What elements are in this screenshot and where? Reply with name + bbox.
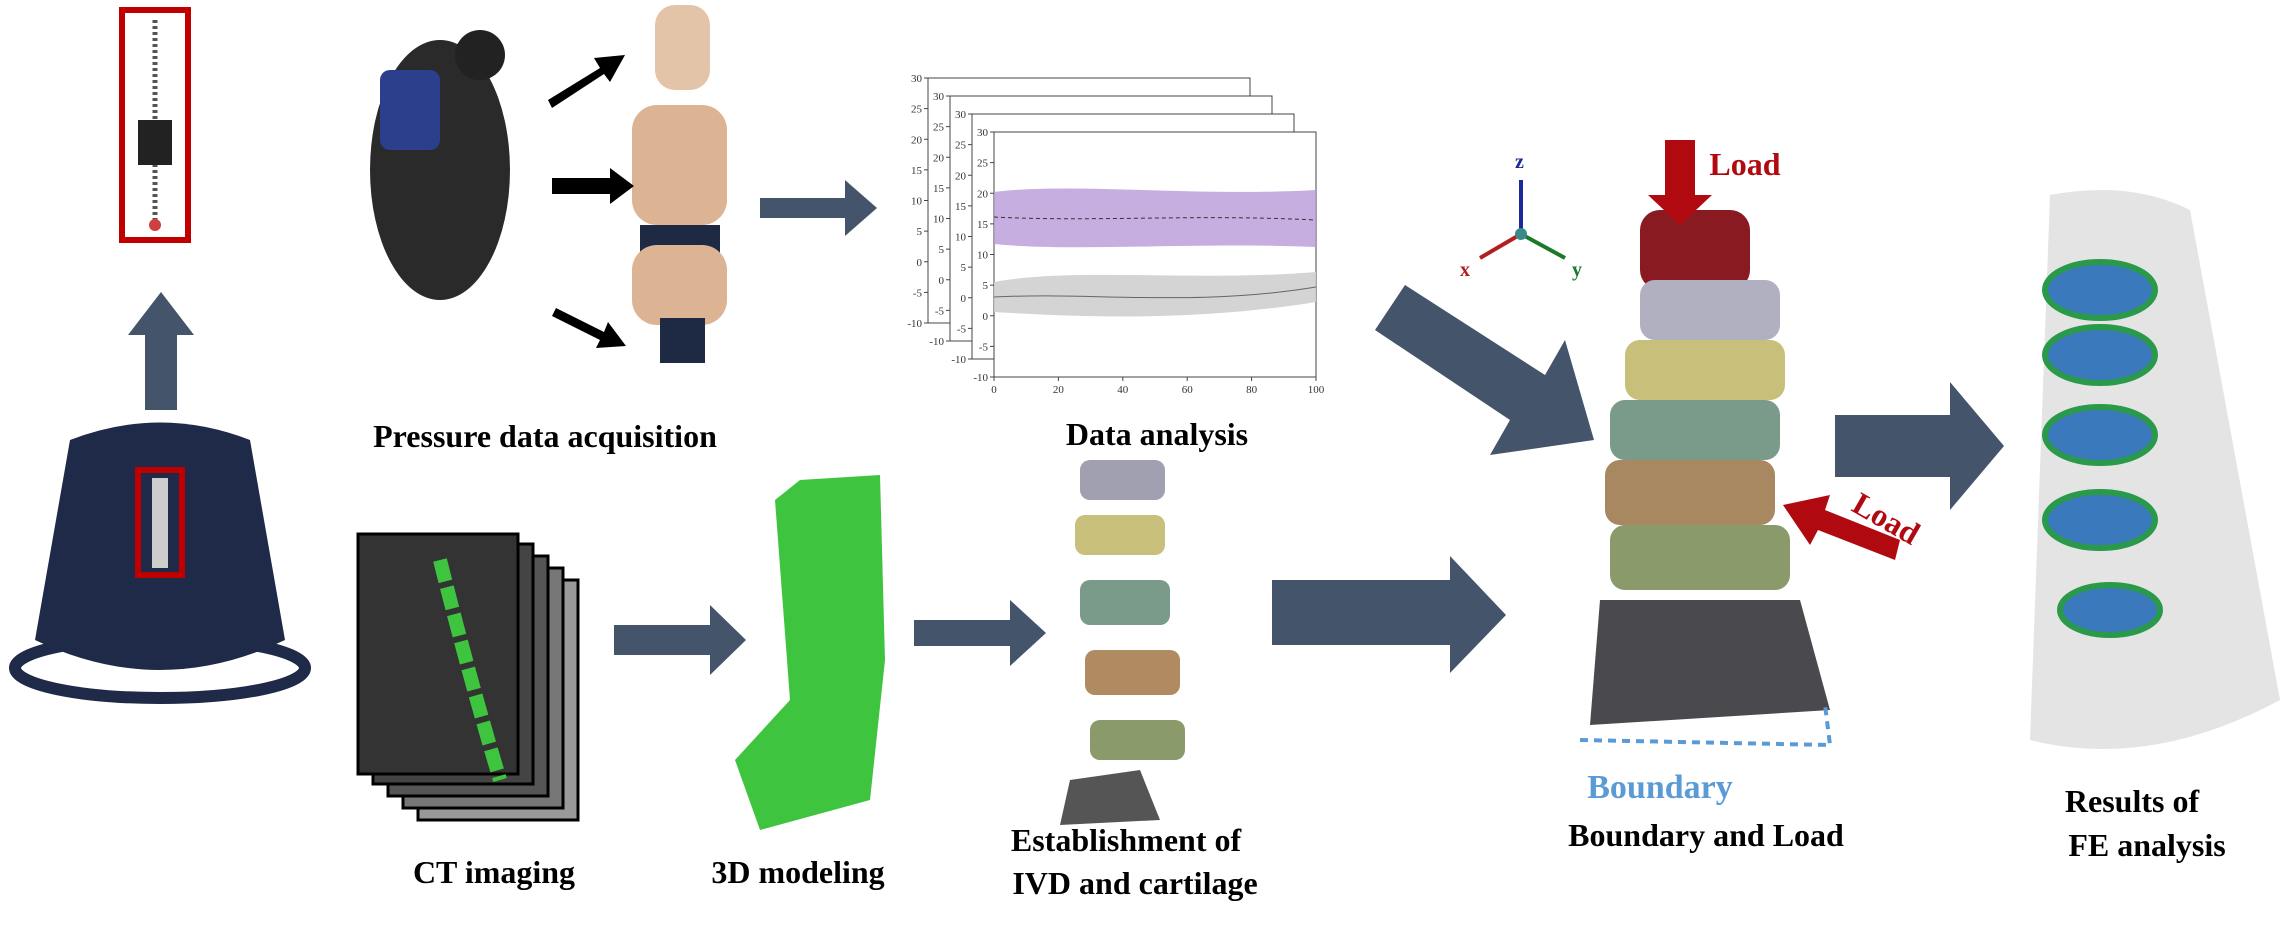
y-tick-label: 20 <box>977 188 989 200</box>
y-tick-label: 10 <box>933 214 945 226</box>
y-tick-label: 5 <box>983 280 989 292</box>
x-tick-label: 80 <box>1246 384 1258 396</box>
results-caption: FE analysis <box>2068 827 2225 863</box>
arrow-right <box>1835 382 2004 510</box>
y-tick-label: 0 <box>983 311 989 323</box>
arrow-right <box>760 180 877 236</box>
y-tick-label: -5 <box>979 341 989 353</box>
y-tick-label: 25 <box>933 122 945 134</box>
y-tick-label: 10 <box>977 250 989 262</box>
y-tick-label: 10 <box>911 196 923 208</box>
x-tick-label: 100 <box>1308 384 1325 396</box>
y-tick-label: 5 <box>961 262 967 274</box>
data-plot: 30 25 20 15 10 5 0 -5 -10 30 25 20 15 10 5 0 -5 -10 30 25 20… <box>907 73 1324 396</box>
y-tick-label: 25 <box>977 158 989 170</box>
y-tick-label: 30 <box>955 109 967 121</box>
y-tick-label: 0 <box>961 293 967 305</box>
y-tick-label: 20 <box>955 170 967 182</box>
sensor-strip <box>119 7 191 243</box>
x-tick-label: 0 <box>991 384 997 396</box>
y-tick-label: 5 <box>917 226 923 238</box>
establishment-caption: Establishment of <box>1011 822 1242 858</box>
x-tick-label: 60 <box>1182 384 1194 396</box>
y-tick-label: -10 <box>907 318 922 330</box>
arrow-right <box>1272 556 1506 673</box>
pressure-caption: Pressure data acquisition <box>373 418 717 454</box>
ct-caption: CT imaging <box>413 854 575 890</box>
axis-y: y <box>1572 259 1582 281</box>
y-tick-label: 25 <box>955 140 967 152</box>
load-top: Load <box>1709 146 1780 182</box>
results-model <box>2030 190 2280 749</box>
x-tick-label: 40 <box>1117 384 1129 396</box>
y-tick-label: 30 <box>933 91 945 103</box>
axis-x: x <box>1460 259 1470 281</box>
results-caption: Results of <box>2065 783 2200 819</box>
y-tick-label: -5 <box>913 287 923 299</box>
plot-panel <box>993 131 1317 378</box>
purple-mean <box>993 216 1317 221</box>
backpack <box>9 422 311 704</box>
y-tick-label: -10 <box>929 336 944 348</box>
boundary-label: Boundary <box>1587 769 1733 806</box>
y-tick-label: -10 <box>973 372 988 384</box>
y-tick-label: 15 <box>955 201 967 213</box>
ivd-spine <box>1060 460 1185 825</box>
y-tick-label: 0 <box>917 257 923 269</box>
arrow-diagonal <box>1375 285 1594 455</box>
y-tick-label: 20 <box>933 152 945 164</box>
spine-model <box>1579 140 1900 748</box>
y-tick-label: 15 <box>977 219 989 231</box>
y-tick-label: 25 <box>911 104 923 116</box>
y-tick-label: 15 <box>933 183 945 195</box>
establishment-caption: IVD and cartilage <box>1012 865 1257 901</box>
ct-stack <box>356 532 580 822</box>
arrow-right <box>614 605 746 675</box>
y-tick-label: 10 <box>955 232 967 244</box>
arrow-right <box>914 600 1046 666</box>
x-tick-label: 20 <box>1053 384 1065 396</box>
grey-mean <box>993 286 1317 299</box>
y-tick-label: 30 <box>911 73 923 85</box>
y-tick-label: -10 <box>951 354 966 366</box>
y-tick-label: 20 <box>911 134 923 146</box>
y-tick-label: 15 <box>911 165 923 177</box>
child-photos <box>370 5 727 363</box>
y-tick-label: 5 <box>939 244 945 256</box>
green-spine <box>735 475 885 830</box>
boundary-and-load: Boundary and Load <box>1568 817 1844 853</box>
analysis-caption: Data analysis <box>1066 416 1248 452</box>
y-tick-label: -5 <box>957 323 967 335</box>
axes-triad: z x y <box>1460 151 1582 281</box>
y-tick-label: 30 <box>977 127 989 139</box>
grey-band <box>994 272 1316 317</box>
modeling-caption: 3D modeling <box>711 854 884 890</box>
arrow-up <box>128 292 194 410</box>
y-tick-label: 0 <box>939 275 945 287</box>
axis-z: z <box>1515 151 1524 173</box>
y-tick-label: -5 <box>935 305 945 317</box>
